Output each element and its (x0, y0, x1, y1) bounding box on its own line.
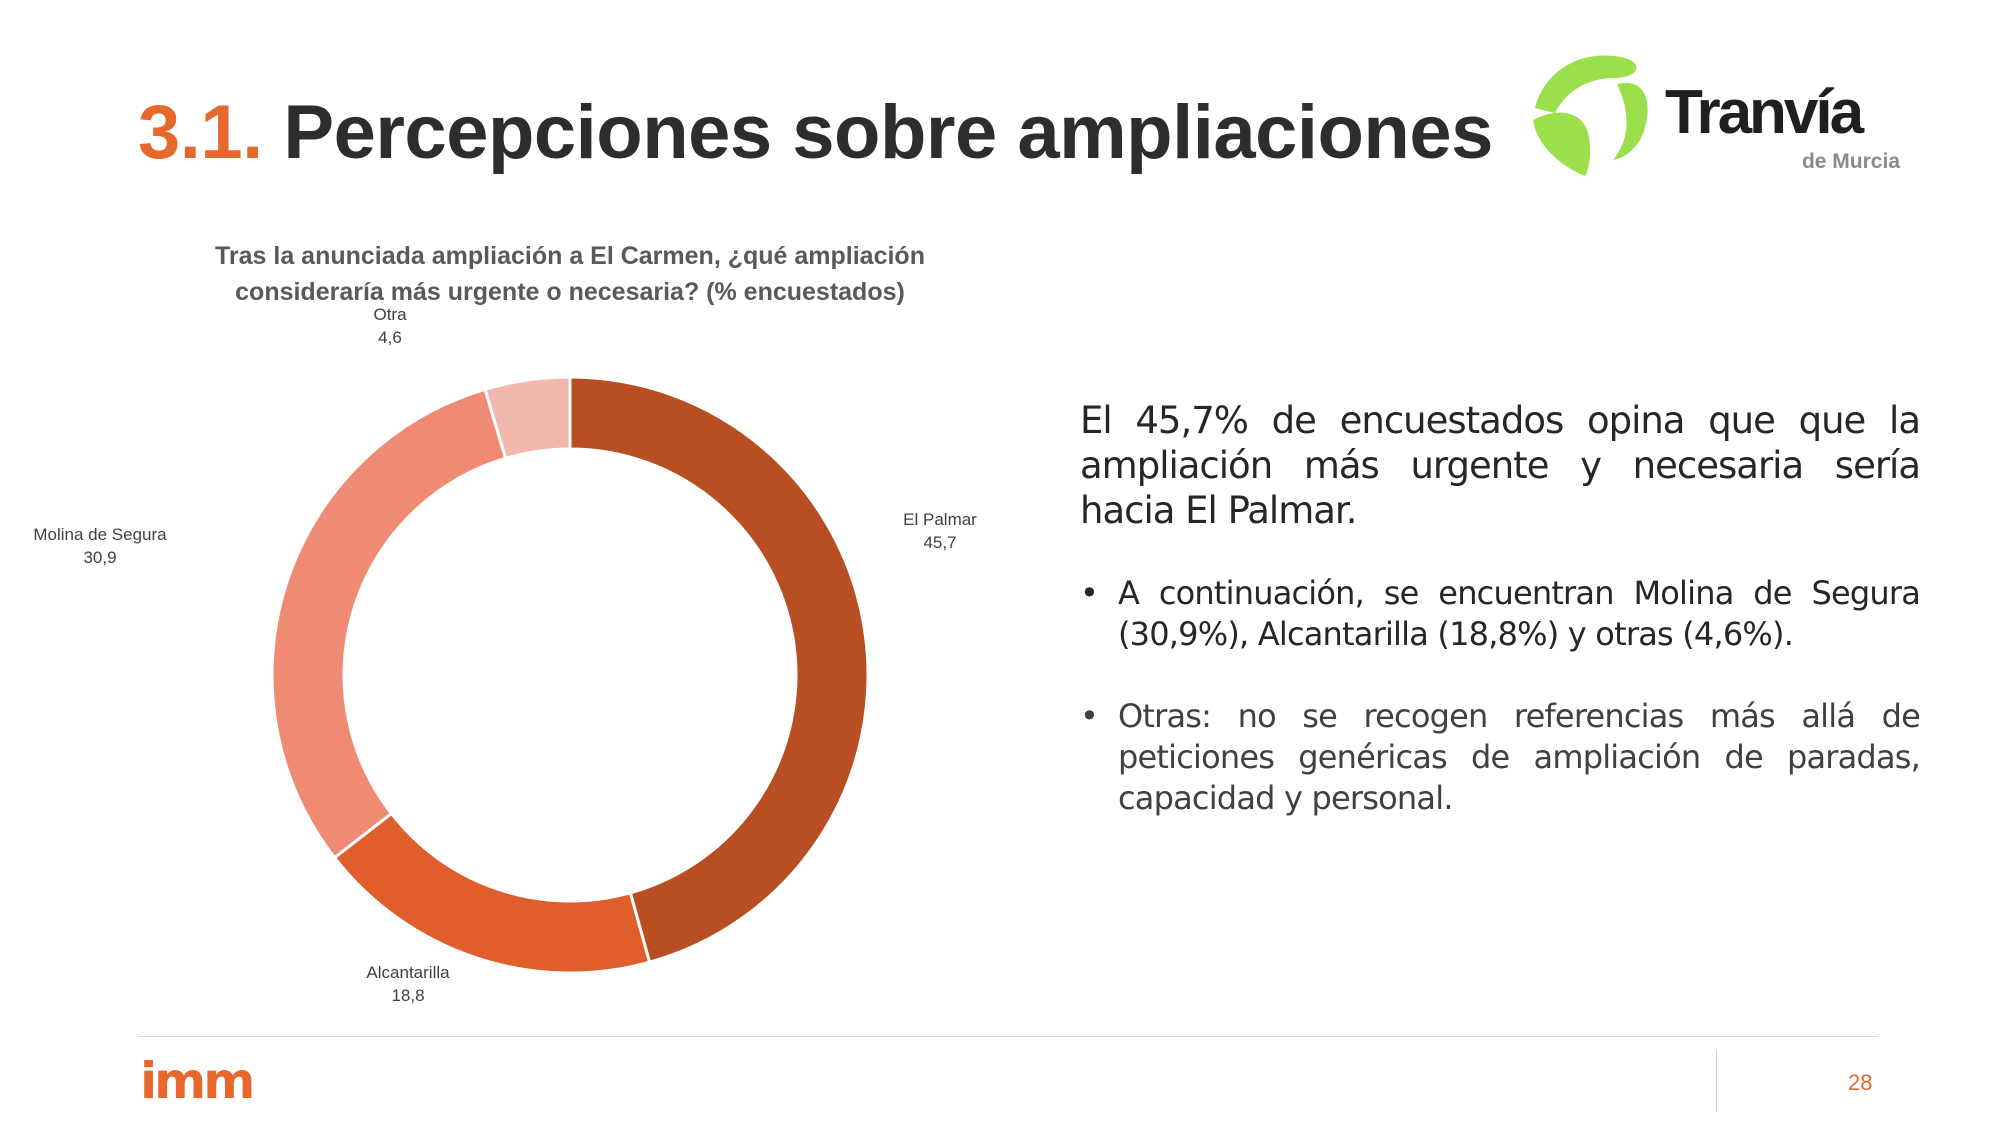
lead-paragraph: El 45,7% de encuestados opina que que la… (1080, 399, 1921, 532)
bullet-item-continuation: • A continuación, se encuentran Molina de… (1080, 573, 1921, 655)
footer-divider-line (138, 1036, 1878, 1037)
chart-title-line1: Tras la anunciada ampliación a El Carmen… (215, 242, 925, 270)
imm-wordmark: imm (140, 1058, 252, 1104)
slice-category-label: Molina de Segura (33, 525, 167, 544)
tranvia-wordmark: Tranvía (1665, 78, 1865, 147)
slide-title-number: 3.1. (138, 90, 263, 175)
slice-category-label: Alcantarilla (366, 963, 450, 982)
bullet-list: • A continuación, se encuentran Molina de… (1080, 573, 1921, 819)
tranvia-subtitle: de Murcia (1802, 150, 1900, 173)
bullet-text: Otras: no se recogen referencias más all… (1118, 697, 1921, 817)
donut-slice-molina-de-segura (270, 387, 508, 860)
tranvia-leaf-icon (1533, 55, 1648, 176)
bullet-icon: • (1080, 697, 1099, 735)
imm-logo: imm (140, 1058, 255, 1104)
summary-text: El 45,7% de encuestados opina que que la… (1080, 398, 1921, 860)
donut-slice-el-palmar (568, 375, 870, 965)
page-number: 28 (1848, 1070, 1873, 1095)
donut-slice-otra (483, 375, 572, 461)
bullet-text: A continuación, se encuentran Molina de … (1118, 574, 1921, 653)
tranvia-logo: Tranvía de Murcia (1533, 55, 1900, 176)
slice-value-label: 45,7 (923, 533, 956, 552)
slide-title: 3.1. Percepciones sobre ampliaciones (138, 88, 1493, 178)
slice-category-label: Otra (373, 305, 407, 324)
slice-value-label: 4,6 (378, 328, 402, 347)
slice-category-label: El Palmar (903, 510, 977, 529)
donut-slice-alcantarilla (332, 811, 652, 975)
bullet-item-otras: • Otras: no se recogen referencias más al… (1080, 696, 1921, 819)
donut-chart: El Palmar 45,7 Alcantarilla 18,8 Molina de S… (33, 305, 977, 1005)
footer-vertical-divider (1716, 1050, 1717, 1112)
bullet-icon: • (1080, 574, 1099, 612)
chart-title-line2: consideraría más urgente o necesaria? (%… (235, 278, 905, 306)
slide-title-text: Percepciones sobre ampliaciones (283, 90, 1493, 175)
slice-value-label: 18,8 (391, 986, 424, 1005)
slice-value-label: 30,9 (83, 548, 116, 567)
chart-title: Tras la anunciada ampliación a El Carmen… (180, 238, 960, 310)
